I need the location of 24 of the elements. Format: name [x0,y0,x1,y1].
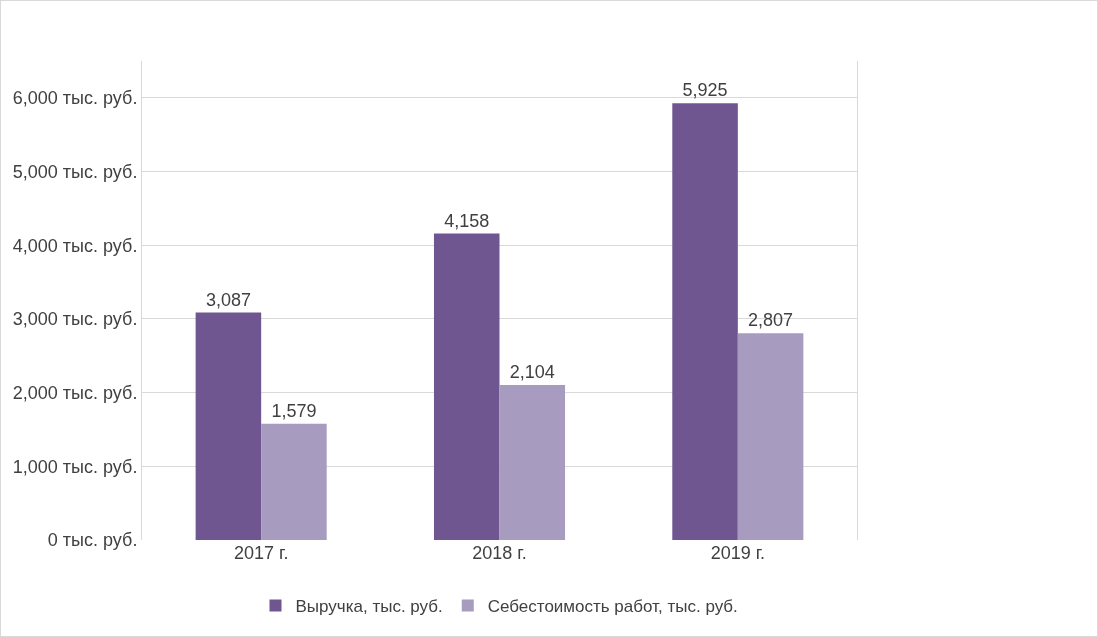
bar [737,333,804,540]
data-label: 3,087 [205,289,251,310]
bar [433,233,500,540]
bar [499,384,566,540]
y-tick-label: 3,000 тыс. руб. [12,309,138,330]
legend-label: Выручка, тыс. руб. [295,597,443,617]
bar [261,423,327,540]
y-tick-label: 0 тыс. руб. [47,530,138,551]
x-tick-label: 2017 г. [233,543,289,563]
x-tick-label: 2019 г. [710,543,766,563]
data-label: 2,807 [748,310,794,331]
data-label: 5,925 [682,80,728,101]
y-tick-label: 5,000 тыс. руб. [12,161,138,182]
y-tick-label: 2,000 тыс. руб. [12,382,138,403]
data-label: 4,158 [444,210,490,231]
y-tick-label: 6,000 тыс. руб. [12,88,138,109]
y-tick-label: 4,000 тыс. руб. [12,235,138,256]
y-tick-label: 1,000 тыс. руб. [12,456,138,477]
x-tick-label: 2018 г. [472,543,527,563]
legend-label: Себестоимость работ, тыс. руб. [487,597,738,617]
data-label: 2,104 [509,361,555,382]
bar [195,312,262,540]
data-label: 1,579 [271,400,317,421]
bar [672,103,738,540]
